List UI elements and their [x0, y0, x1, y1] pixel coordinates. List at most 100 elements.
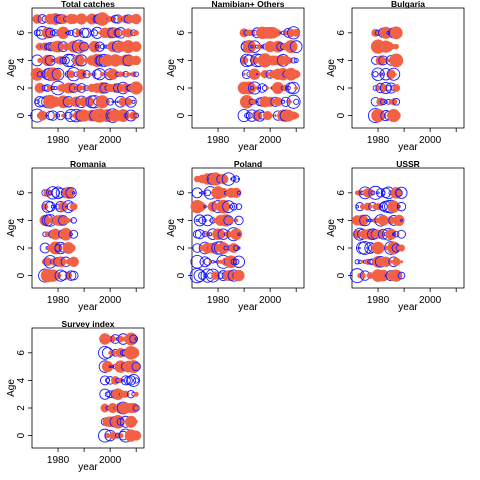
- positive-residual-bubble: [58, 201, 69, 212]
- negative-residual-bubble: [133, 377, 140, 384]
- negative-residual-bubble: [108, 365, 112, 369]
- positive-residual-bubble: [72, 31, 75, 34]
- bubbles: [349, 185, 408, 284]
- negative-residual-bubble: [111, 365, 115, 369]
- positive-residual-bubble: [54, 272, 62, 279]
- negative-residual-bubble: [287, 81, 300, 95]
- negative-residual-bubble: [125, 375, 137, 386]
- positive-residual-bubble: [242, 40, 256, 54]
- negative-residual-bubble: [293, 98, 300, 105]
- y-axis-label: Age: [6, 379, 17, 397]
- positive-residual-bubble: [390, 269, 403, 282]
- y-tick-label: 0: [16, 272, 27, 278]
- positive-residual-bubble: [379, 83, 388, 93]
- bubbles: [38, 186, 79, 283]
- positive-residual-bubble: [41, 54, 54, 67]
- negative-residual-bubble: [116, 100, 120, 103]
- positive-residual-bubble: [269, 87, 271, 89]
- positive-residual-bubble: [393, 214, 405, 227]
- negative-residual-bubble: [53, 85, 58, 91]
- x-axis-label: year: [78, 302, 98, 313]
- negative-residual-bubble: [234, 215, 244, 226]
- x-tick-label: 2000: [99, 135, 122, 146]
- panel-4: Poland 1980 2000 0 2 4 6 year Age: [166, 159, 305, 313]
- negative-residual-bubble: [208, 232, 213, 237]
- y-axis-label: Age: [166, 219, 177, 237]
- negative-residual-bubble: [358, 241, 372, 255]
- negative-residual-bubble: [211, 259, 215, 264]
- y-tick-label: 2: [336, 245, 347, 251]
- panel-title: Namibian+ Others: [212, 0, 285, 9]
- negative-residual-bubble: [397, 229, 406, 239]
- negative-residual-bubble: [358, 246, 361, 250]
- positive-residual-bubble: [68, 256, 79, 268]
- negative-residual-bubble: [70, 217, 77, 224]
- plot-frame: [191, 7, 305, 129]
- y-axis-label: Age: [326, 219, 337, 237]
- negative-residual-bubble: [359, 214, 371, 227]
- negative-residual-bubble: [203, 218, 207, 223]
- negative-residual-bubble: [46, 186, 60, 200]
- negative-residual-bubble: [120, 375, 131, 386]
- negative-residual-bubble: [68, 270, 79, 281]
- plot-frame: [31, 7, 145, 129]
- negative-residual-bubble: [193, 269, 207, 282]
- x-tick-label: 1980: [207, 295, 230, 306]
- positive-residual-bubble: [218, 173, 229, 185]
- y-tick-label: 4: [16, 217, 27, 223]
- panel-0: Total catches 1980 2000 0 2 4 6 year Age: [6, 0, 145, 153]
- negative-residual-bubble: [237, 232, 241, 236]
- positive-residual-bubble: [59, 45, 62, 48]
- y-axis-label: Age: [6, 219, 17, 237]
- negative-residual-bubble: [95, 44, 99, 49]
- positive-residual-bubble: [293, 112, 300, 119]
- panel-title: Total catches: [61, 0, 115, 9]
- panel-title: Survey index: [62, 319, 115, 329]
- negative-residual-bubble: [370, 190, 376, 196]
- y-tick-label: 4: [16, 377, 27, 383]
- negative-residual-bubble: [64, 205, 67, 208]
- negative-residual-bubble: [394, 188, 403, 197]
- y-axis-label: Age: [326, 59, 337, 77]
- negative-residual-bubble: [198, 216, 207, 225]
- negative-residual-bubble: [372, 71, 379, 78]
- negative-residual-bubble: [281, 99, 286, 104]
- panel-title: Bulgaria: [391, 0, 425, 9]
- x-axis-label: year: [398, 302, 418, 313]
- y-tick-label: 6: [176, 190, 187, 196]
- negative-residual-bubble: [134, 337, 138, 341]
- y-tick-label: 4: [176, 57, 187, 63]
- negative-residual-bubble: [80, 31, 83, 35]
- positive-residual-bubble: [399, 260, 404, 264]
- positive-residual-bubble: [248, 68, 261, 80]
- positive-residual-bubble: [61, 113, 66, 118]
- positive-residual-bubble: [366, 189, 375, 197]
- negative-residual-bubble: [376, 191, 380, 195]
- positive-residual-bubble: [395, 73, 398, 75]
- negative-residual-bubble: [233, 244, 240, 252]
- y-tick-label: 6: [16, 190, 27, 196]
- negative-residual-bubble: [249, 85, 255, 91]
- plot-frame: [191, 167, 305, 289]
- positive-residual-bubble: [127, 360, 141, 374]
- x-tick-label: 1980: [47, 135, 70, 146]
- negative-residual-bubble: [65, 270, 77, 281]
- negative-residual-bubble: [69, 229, 79, 239]
- positive-residual-bubble: [392, 84, 401, 92]
- y-tick-label: 2: [176, 245, 187, 251]
- negative-residual-bubble: [256, 73, 259, 76]
- x-tick-label: 2000: [259, 295, 282, 306]
- negative-residual-bubble: [131, 361, 141, 372]
- negative-residual-bubble: [131, 99, 136, 104]
- positive-residual-bubble: [134, 100, 138, 104]
- positive-residual-bubble: [397, 260, 401, 264]
- positive-residual-bubble: [393, 43, 399, 50]
- positive-residual-bubble: [132, 420, 135, 424]
- positive-residual-bubble: [265, 86, 270, 90]
- positive-residual-bubble: [128, 402, 139, 414]
- negative-residual-bubble: [198, 191, 201, 194]
- bubbles: [367, 26, 404, 124]
- positive-residual-bubble: [257, 43, 263, 50]
- negative-residual-bubble: [66, 30, 71, 36]
- y-tick-label: 2: [176, 85, 187, 91]
